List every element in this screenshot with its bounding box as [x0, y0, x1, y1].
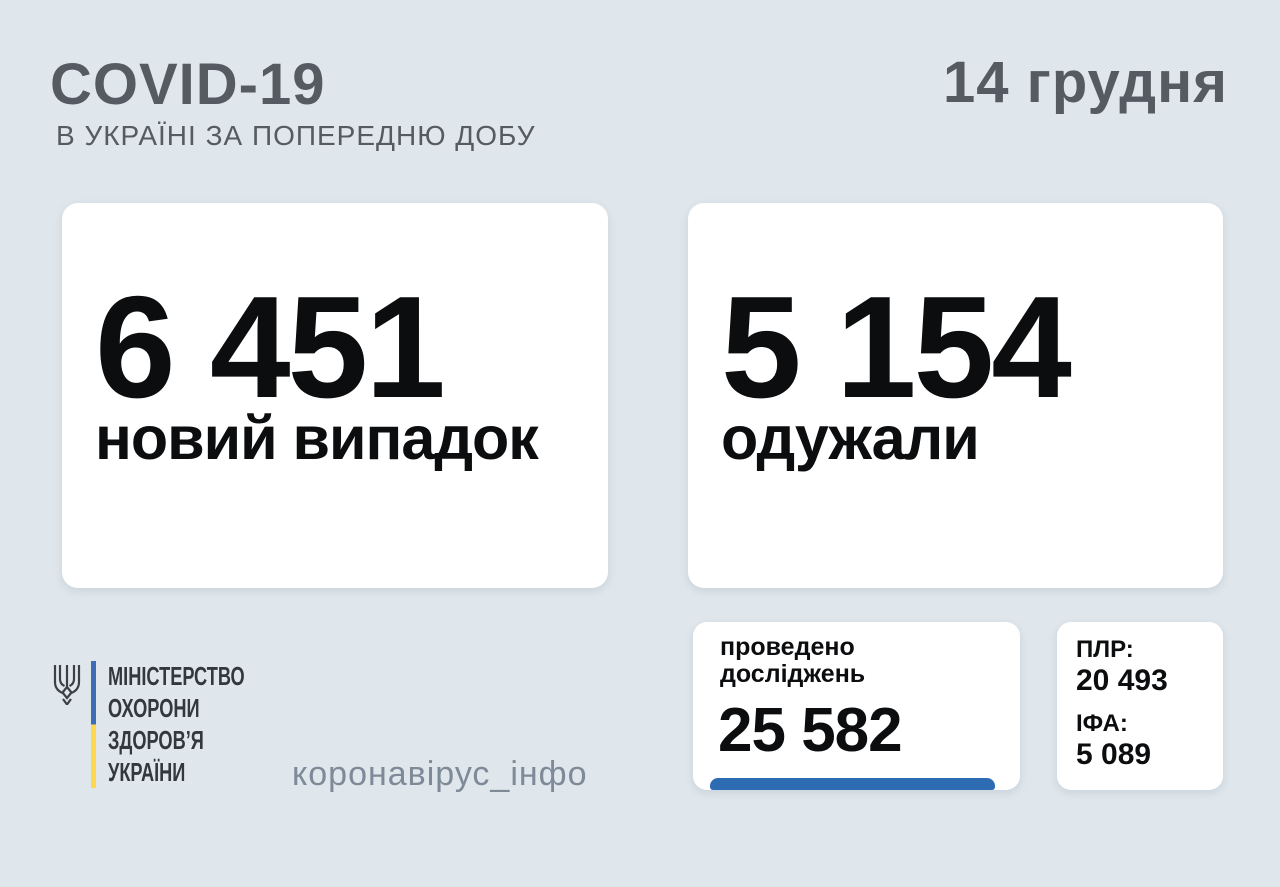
channel-handle: коронавірус_інфо: [292, 755, 588, 793]
ministry-name-line: УКРАЇНИ: [108, 757, 186, 787]
ministry-name-line: ЗДОРОВ’Я: [108, 725, 204, 755]
elisa-label: ІФА:: [1076, 710, 1128, 737]
ministry-name-line: МІНІСТЕРСТВО: [108, 661, 245, 691]
tests-card: проведено досліджень 25 582: [693, 622, 1020, 790]
date-label: 14 грудня: [943, 50, 1228, 115]
tests-progress-bar: [710, 778, 995, 790]
new-cases-card: 6 451 новий випадок: [62, 203, 608, 588]
tests-label: проведено досліджень: [720, 634, 865, 688]
pcr-value: 20 493: [1076, 664, 1168, 697]
ministry-name-line: ОХОРОНИ: [108, 693, 200, 723]
ukraine-trident-icon: [53, 665, 81, 705]
elisa-value: 5 089: [1076, 738, 1152, 771]
page-subtitle: В УКРАЇНІ ЗА ПОПЕРЕДНЮ ДОБУ: [56, 120, 536, 151]
tests-label-line1: проведено: [720, 633, 855, 661]
new-cases-label: новий випадок: [95, 404, 539, 472]
recovered-value: 5 154: [721, 266, 1072, 428]
flag-divider-bar: [91, 661, 96, 788]
test-types-card: ПЛР: 20 493 ІФА: 5 089: [1057, 622, 1223, 790]
pcr-label: ПЛР:: [1076, 636, 1134, 663]
tests-label-line2: досліджень: [720, 660, 866, 688]
page-title: COVID-19: [50, 52, 326, 117]
new-cases-value: 6 451: [95, 266, 446, 428]
ministry-name: МІНІСТЕРСТВО ОХОРОНИ ЗДОРОВ’Я УКРАЇНИ: [108, 660, 245, 788]
tests-value: 25 582: [718, 696, 903, 765]
recovered-label: одужали: [721, 404, 980, 472]
recovered-card: 5 154 одужали: [688, 203, 1223, 588]
